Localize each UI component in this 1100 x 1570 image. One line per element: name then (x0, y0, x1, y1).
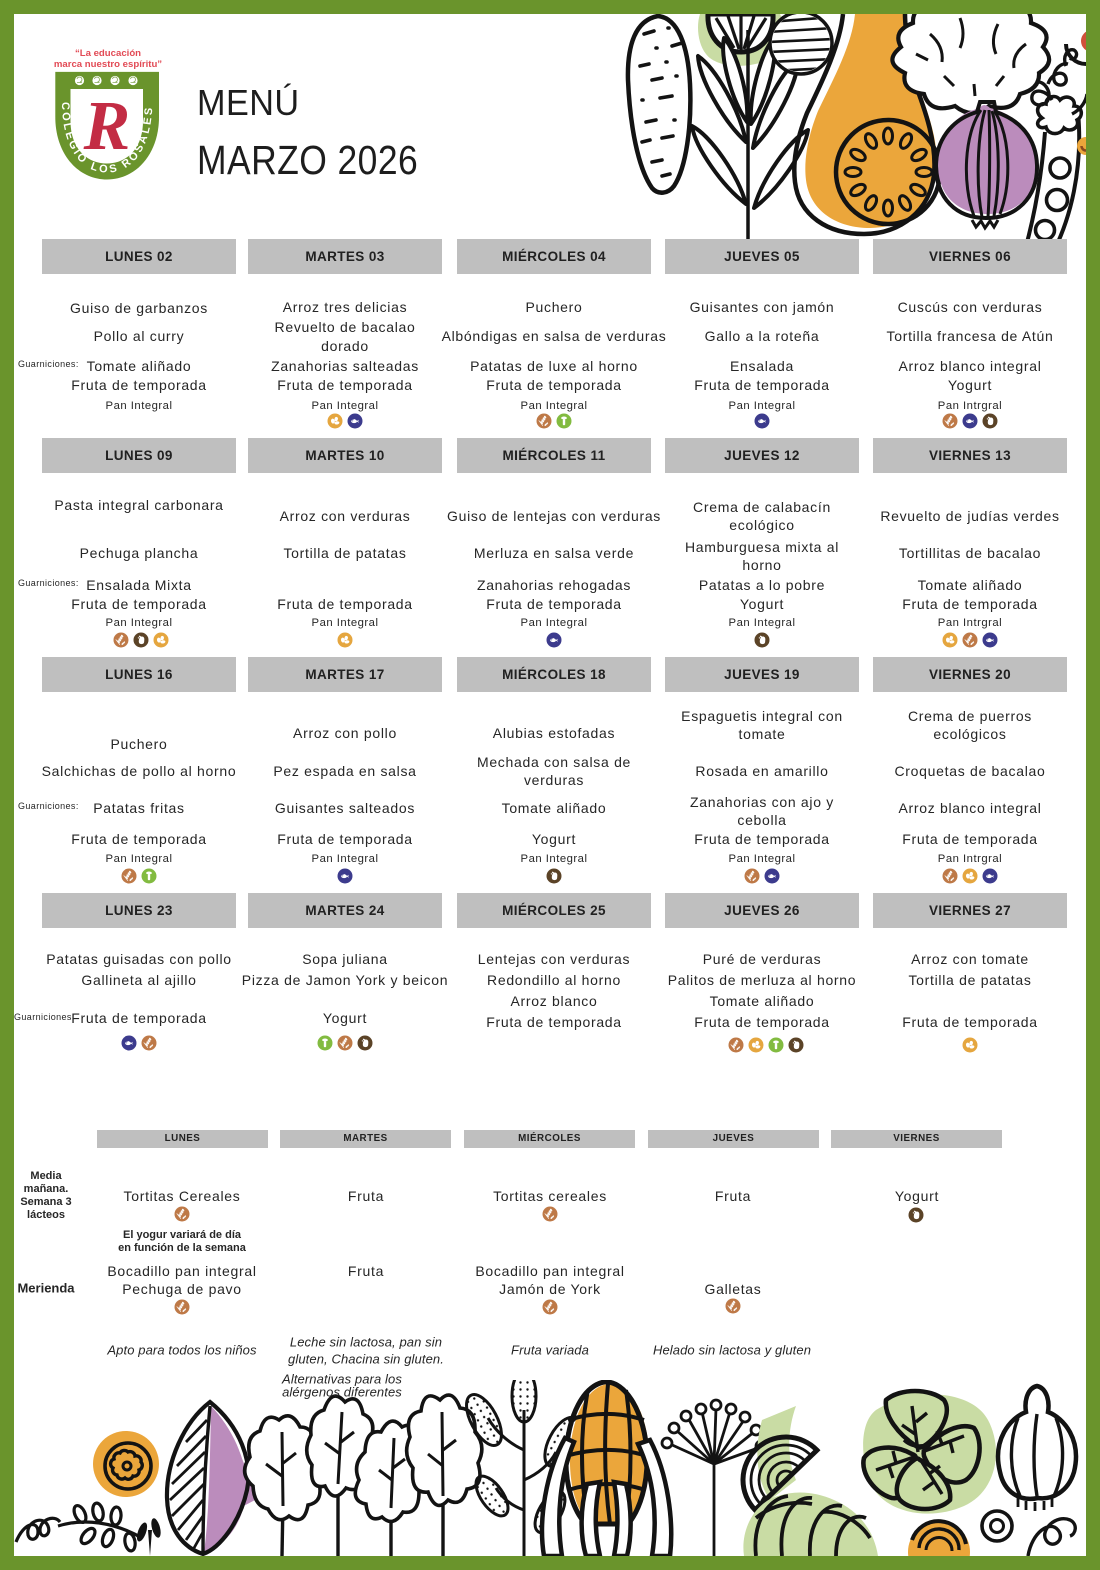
svg-text:marca nuestro espíritu”: marca nuestro espíritu” (54, 59, 162, 70)
svg-text:“La educación: “La educación (75, 48, 141, 59)
svg-text:R: R (83, 88, 131, 165)
